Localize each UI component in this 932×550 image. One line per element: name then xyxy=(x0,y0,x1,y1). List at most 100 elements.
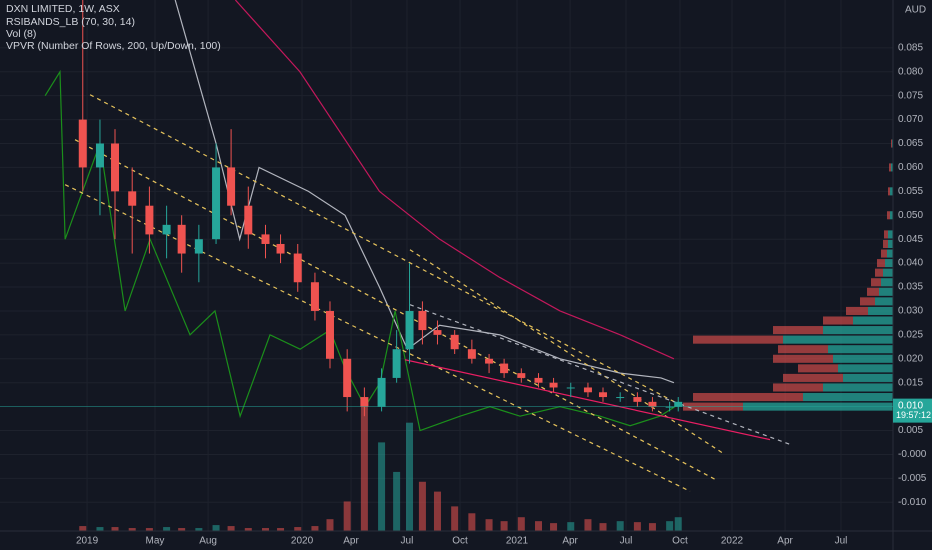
vpvr-down xyxy=(883,239,888,249)
vpvr-up xyxy=(823,326,893,335)
x-tick-label: Jul xyxy=(620,536,633,547)
vpvr-down xyxy=(867,287,879,296)
y-tick-label: -0.000 xyxy=(898,449,927,460)
vpvr-down xyxy=(693,335,783,344)
volume-bar xyxy=(378,442,386,531)
candle-body xyxy=(162,224,171,235)
vpvr-up xyxy=(888,230,893,239)
indicator-line xyxy=(234,0,675,360)
vpvr-up xyxy=(868,306,893,315)
y-tick-label: 0.020 xyxy=(898,353,923,364)
candle-body xyxy=(500,363,509,374)
last-price-label: 0.010 xyxy=(898,400,923,411)
candle-body xyxy=(517,373,526,378)
vpvr-up xyxy=(843,373,893,382)
vpvr-down xyxy=(860,297,875,306)
volume-bar xyxy=(360,403,368,531)
volume-bar xyxy=(599,523,607,531)
vpvr-down xyxy=(783,373,843,382)
candle-body xyxy=(633,397,642,402)
y-tick-label: 0.050 xyxy=(898,210,923,221)
candle-body xyxy=(467,349,476,359)
volume-bar xyxy=(79,526,87,531)
volume-bar xyxy=(326,519,334,531)
y-tick-label: 0.055 xyxy=(898,186,923,197)
candle-body xyxy=(227,167,236,206)
volume-bar xyxy=(550,523,558,531)
candle-body xyxy=(78,119,87,168)
vpvr-up xyxy=(803,393,893,402)
indicator-legend: Vol (8) xyxy=(6,28,36,40)
volume-bar xyxy=(666,521,674,531)
last-price-box xyxy=(893,398,932,423)
volume-bar xyxy=(212,525,220,531)
vpvr-down xyxy=(889,163,891,172)
vpvr-up xyxy=(783,335,893,344)
vpvr-up xyxy=(888,239,893,249)
volume-bar xyxy=(418,481,426,531)
vpvr-up xyxy=(853,316,893,325)
trend-line xyxy=(409,249,726,455)
trend-line xyxy=(409,304,791,445)
candle-body xyxy=(194,239,203,254)
trend-line xyxy=(74,139,716,480)
volume-bar xyxy=(145,528,153,531)
y-tick-label: 0.005 xyxy=(898,425,923,436)
volume-bar xyxy=(633,522,641,531)
x-tick-label: 2022 xyxy=(721,536,744,547)
volume-bar xyxy=(96,527,104,531)
volume-bar xyxy=(535,521,543,531)
vpvr-up xyxy=(828,345,893,354)
candle-body xyxy=(392,349,401,378)
countdown: 19:57:12 xyxy=(896,410,931,420)
candle-body xyxy=(583,387,592,393)
y-tick-label: 0.075 xyxy=(898,90,923,101)
volume-bar xyxy=(485,519,493,531)
volume-bar xyxy=(567,522,575,531)
volume-bar xyxy=(406,422,414,531)
y-tick-label: 0.085 xyxy=(898,42,923,53)
y-tick-label: 0.035 xyxy=(898,282,923,293)
y-tick-label: 0.015 xyxy=(898,377,923,388)
volume-bar xyxy=(111,527,119,531)
x-tick-label: Jul xyxy=(401,536,414,547)
volume-bar xyxy=(648,523,656,531)
vpvr-down xyxy=(846,306,868,315)
candle-body xyxy=(111,143,120,192)
volume-bar xyxy=(311,526,319,531)
vpvr-down xyxy=(823,316,853,325)
vpvr-up xyxy=(838,364,893,373)
volume-bar xyxy=(195,528,203,531)
candle-body xyxy=(261,234,270,244)
candle-body xyxy=(450,334,459,350)
candle-body xyxy=(674,401,683,407)
vpvr-down xyxy=(773,354,833,363)
vpvr-down xyxy=(778,345,828,354)
candle-body xyxy=(549,382,558,388)
candle-body xyxy=(244,205,253,235)
candle-body xyxy=(405,310,414,350)
x-tick-label: 2020 xyxy=(291,536,314,547)
vpvr-down xyxy=(693,393,803,402)
candle-body xyxy=(325,310,334,359)
x-tick-label: May xyxy=(146,536,165,547)
currency: AUD xyxy=(905,5,926,16)
y-tick-label: 0.040 xyxy=(898,258,923,269)
candle-body xyxy=(485,358,494,364)
candle-body xyxy=(377,377,386,407)
x-tick-label: Apr xyxy=(343,536,359,547)
volume-bar xyxy=(261,528,269,531)
volume-bar xyxy=(584,519,592,531)
vpvr-down xyxy=(888,187,890,196)
y-tick-label: 0.025 xyxy=(898,330,923,341)
vpvr-up xyxy=(887,249,893,258)
vpvr-down xyxy=(887,211,890,220)
trend-line xyxy=(89,94,681,406)
candle-body xyxy=(276,243,285,254)
trend-line xyxy=(404,359,771,441)
vpvr-down xyxy=(773,326,823,335)
candle-body xyxy=(648,401,657,407)
y-tick-label: 0.045 xyxy=(898,234,923,245)
